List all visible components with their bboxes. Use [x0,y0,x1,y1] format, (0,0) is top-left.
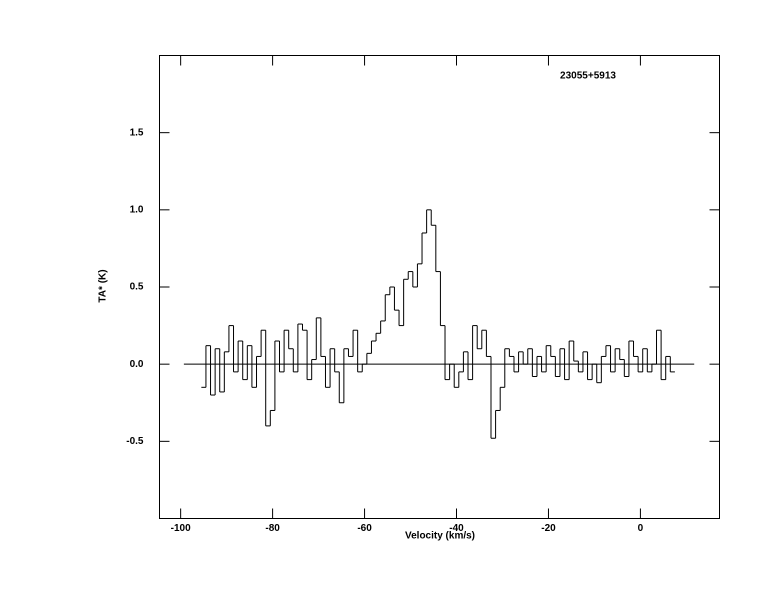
step-connectors [205,209,671,439]
y-axis-label: TA* (K) [98,269,109,302]
annotation: 23055+5913 [560,71,616,82]
x-tick-label: -80 [265,523,280,534]
x-tick-label: -20 [541,523,556,534]
y-tick-label: 0.5 [130,282,144,293]
y-tick-label: 1.5 [130,127,144,138]
x-tick-label: -100 [171,523,191,534]
plot-frame [159,55,720,519]
x-axis-label: Velocity (km/s) [405,531,475,542]
y-tick-label: 1.0 [130,204,144,215]
x-tick-label: 0 [638,523,644,534]
x-tick-label: -60 [357,523,372,534]
x-tick-label: -40 [449,523,464,534]
y-tick-label: 0.0 [130,359,144,370]
y-tick-label: -0.5 [126,436,144,447]
